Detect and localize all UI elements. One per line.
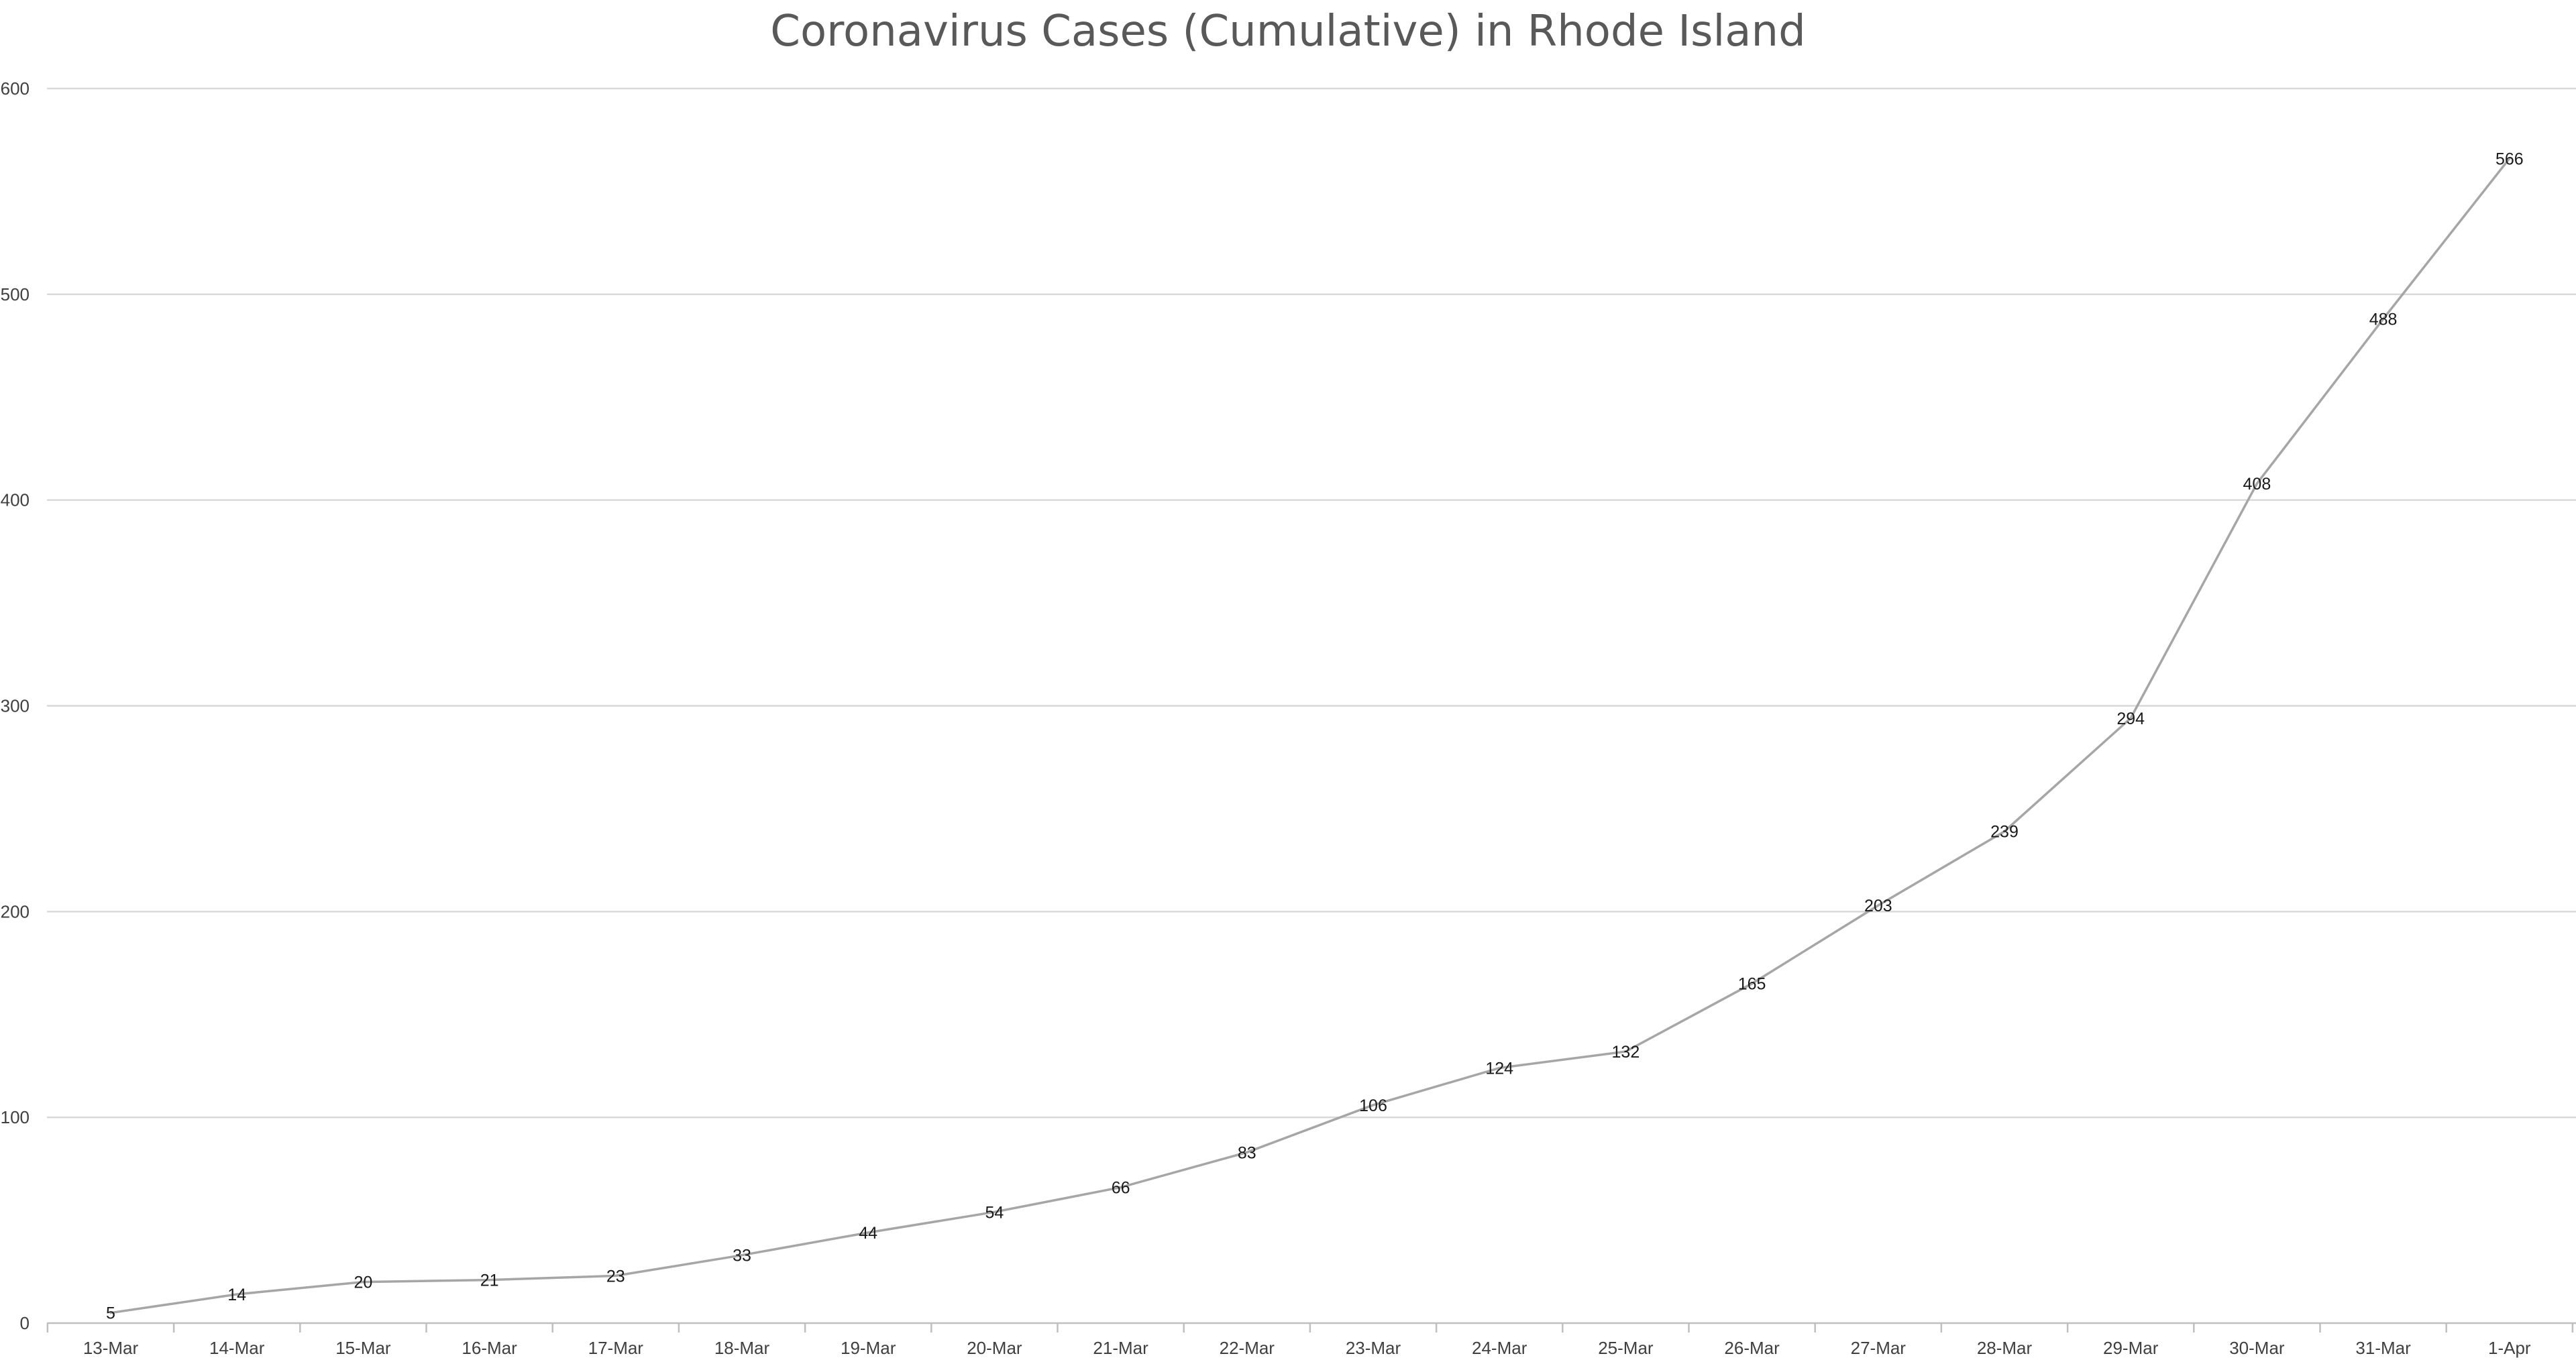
y-tick-label: 600	[1, 78, 30, 99]
x-tick-label: 18-Mar	[714, 1338, 770, 1358]
y-tick-label: 0	[20, 1313, 30, 1333]
data-label: 14	[227, 1286, 246, 1304]
series-area	[109, 157, 2511, 1314]
x-tick-label: 13-Mar	[83, 1338, 139, 1358]
x-tick-label: 19-Mar	[841, 1338, 896, 1358]
gridlines	[47, 87, 2576, 1119]
x-tick-label: 28-Mar	[1977, 1338, 2033, 1358]
x-tick-label: 20-Mar	[967, 1338, 1022, 1358]
data-label: 106	[1359, 1096, 1387, 1115]
data-label: 20	[354, 1273, 372, 1292]
data-label: 23	[606, 1267, 625, 1286]
x-tick-label: 22-Mar	[1220, 1338, 1275, 1358]
y-tick-label: 100	[1, 1107, 30, 1127]
data-label: 54	[985, 1203, 1004, 1222]
x-tick-label: 31-Mar	[2355, 1338, 2411, 1358]
x-tick-label: 1-Apr	[2488, 1338, 2531, 1358]
y-tick-label: 300	[1, 696, 30, 716]
x-tick-label: 25-Mar	[1598, 1338, 1654, 1358]
x-tick-label: 14-Mar	[209, 1338, 265, 1358]
x-tick-label: 21-Mar	[1093, 1338, 1148, 1358]
data-label: 408	[2243, 475, 2271, 494]
data-label: 165	[1738, 975, 1766, 994]
y-tick-label: 400	[1, 490, 30, 510]
data-label: 83	[1238, 1143, 1256, 1162]
data-label: 66	[1112, 1178, 1130, 1197]
x-tick-label: 24-Mar	[1472, 1338, 1527, 1358]
data-label: 566	[2496, 150, 2524, 168]
series-line	[109, 157, 2511, 1314]
y-tick-label: 500	[1, 284, 30, 304]
axes: 0 100 200 300 400 500 600 13-Mar 14-Mar 15-Mar 16-…	[1, 78, 2576, 1358]
x-tick-label: 29-Mar	[2103, 1338, 2159, 1358]
x-tick-label: 26-Mar	[1724, 1338, 1780, 1358]
data-label: 239	[1990, 823, 2019, 842]
data-label: 5	[106, 1304, 115, 1323]
data-label: 132	[1612, 1043, 1640, 1062]
data-label: 294	[2116, 710, 2145, 728]
data-label: 203	[1864, 897, 1892, 915]
data-label: 21	[480, 1271, 499, 1290]
x-tick-label: 15-Mar	[335, 1338, 391, 1358]
x-tick-label: 27-Mar	[1851, 1338, 1907, 1358]
y-tick-label: 200	[1, 901, 30, 921]
data-labels: 5 14 20 21 23 33 44 54 66 83 106 124 132 165 203 239 294…	[106, 150, 2524, 1322]
chart-title: Coronavirus Cases (Cumulative) in Rhode …	[770, 7, 1805, 56]
data-label: 33	[733, 1247, 751, 1265]
x-tick-label: 23-Mar	[1346, 1338, 1401, 1358]
x-tick-label: 30-Mar	[2229, 1338, 2285, 1358]
x-tick-label: 16-Mar	[462, 1338, 517, 1358]
x-tick-label: 17-Mar	[588, 1338, 644, 1358]
data-label: 488	[2369, 310, 2398, 329]
data-label: 124	[1485, 1060, 1513, 1078]
data-label: 44	[859, 1224, 877, 1243]
